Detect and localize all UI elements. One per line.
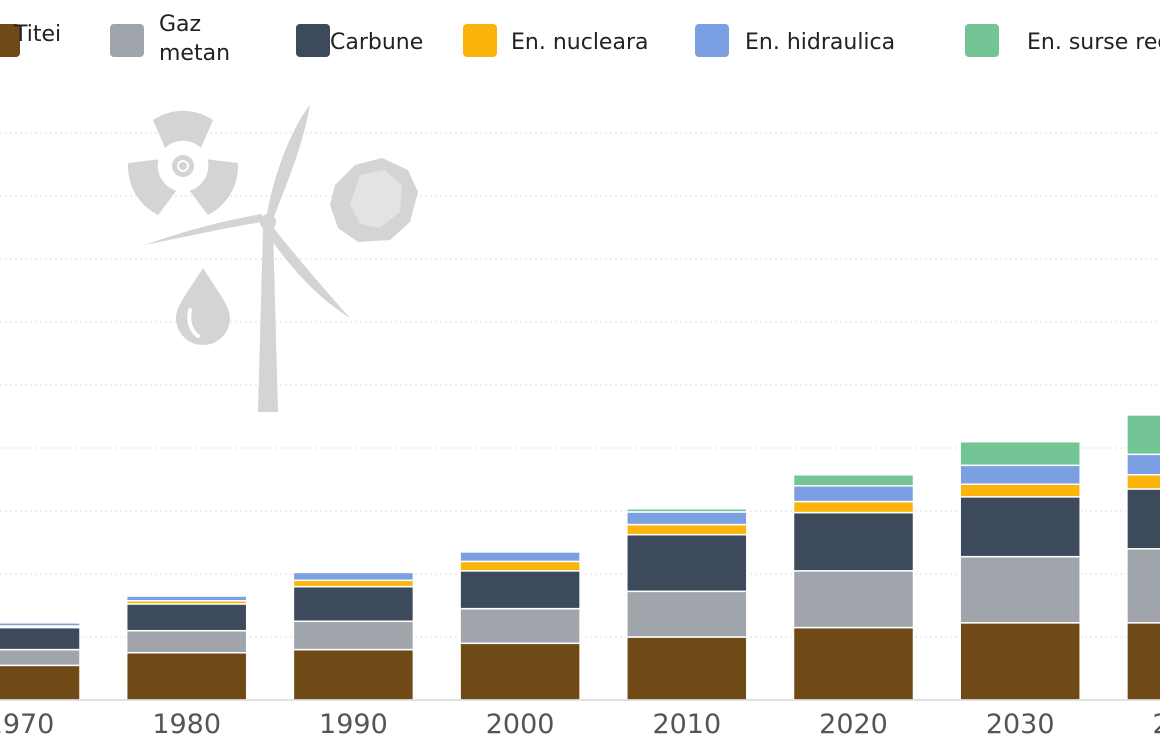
bar-segment-en-hidraulica-2000: [459, 551, 581, 563]
legend-item: En. hidraulica: [695, 24, 895, 57]
bar-segment-titei-1970: [0, 664, 81, 701]
legend-label: Titei: [13, 22, 61, 47]
bar-segment-en-hidraulica-1980: [125, 595, 248, 602]
x-tick-label: 1990: [319, 709, 388, 740]
legend-label: En. surse regenerabile: [1027, 30, 1160, 55]
bar-stack-1970: [0, 622, 81, 701]
legend-swatch: [110, 24, 144, 57]
x-tick-label: 2010: [652, 709, 721, 740]
x-tick-label: 2020: [819, 709, 888, 740]
bar-segment-en-surse-regenerabile-2010: [626, 508, 748, 513]
wind-turbine-icon: [145, 105, 350, 412]
legend-label: metan: [159, 41, 230, 66]
oil-drop-icon: [176, 268, 230, 345]
bar-segment-titei-2000: [459, 642, 581, 701]
x-tick-labels: 1970 1980 1990 2000 2010 2020 2030 2040: [0, 709, 1160, 740]
bar-segment-titei-2010: [626, 636, 748, 701]
bar-segment-carbune-2040: [1126, 488, 1160, 550]
legend-label: En. hidraulica: [745, 30, 895, 55]
bar-stacks: [0, 414, 1160, 701]
bar-segment-gaz-metan-2040: [1126, 548, 1160, 624]
legend-swatch: [463, 24, 497, 57]
bar-segment-carbune-1990: [292, 585, 415, 622]
bar-segment-gaz-metan-2020: [792, 570, 915, 629]
bar-segment-en-nucleara-2010: [626, 523, 748, 536]
bar-segment-titei-1990: [292, 648, 415, 701]
bar-stack-1980: [125, 595, 248, 701]
background-icons: [128, 105, 418, 412]
bar-segment-en-nucleara-1990: [292, 579, 415, 588]
bar-segment-en-hidraulica-2040: [1126, 453, 1160, 476]
bar-segment-en-hidraulica-2030: [959, 464, 1081, 485]
bar-segment-en-hidraulica-2020: [792, 485, 915, 503]
bar-segment-carbune-2010: [626, 533, 748, 593]
legend-swatch: [296, 24, 330, 57]
bar-segment-gaz-metan-1980: [125, 629, 248, 654]
bar-stack-2030: [959, 440, 1081, 701]
bar-segment-carbune-1980: [125, 603, 248, 632]
bar-segment-gaz-metan-1970: [0, 648, 81, 667]
bar-stack-2000: [459, 551, 581, 701]
bar-segment-gaz-metan-2030: [959, 555, 1081, 624]
bar-segment-en-surse-regenerabile-2040: [1126, 414, 1160, 456]
legend-swatch: [965, 24, 999, 57]
legend-swatch: [0, 24, 20, 57]
bar-segment-en-hidraulica-2010: [626, 511, 748, 526]
radiation-icon: [128, 110, 238, 215]
legend: Titei Gaz metan Carbune En. nucleara En. hidr…: [0, 12, 1160, 66]
bar-segment-en-surse-regenerabile-2030: [959, 440, 1081, 467]
bar-segment-titei-2020: [792, 626, 915, 701]
bar-segment-en-hidraulica-1990: [292, 571, 415, 582]
x-tick-label: 1980: [152, 709, 221, 740]
bar-stack-2040: [1126, 414, 1160, 701]
bar-segment-en-nucleara-2040: [1126, 474, 1160, 490]
legend-item: En. nucleara: [463, 24, 648, 57]
bar-segment-carbune-1970: [0, 626, 81, 651]
bar-segment-gaz-metan-1990: [292, 620, 415, 651]
legend-label: En. nucleara: [511, 30, 648, 55]
bar-segment-titei-2040: [1126, 622, 1160, 701]
bar-segment-carbune-2020: [792, 511, 915, 572]
legend-label: Carbune: [330, 30, 423, 55]
bar-segment-en-nucleara-2020: [792, 500, 915, 514]
bar-segment-en-nucleara-2000: [459, 560, 581, 572]
bar-segment-gaz-metan-2000: [459, 607, 581, 645]
legend-item: En. surse regenerabile: [965, 24, 1160, 57]
bar-segment-en-surse-regenerabile-2020: [792, 474, 915, 487]
bar-segment-en-nucleara-2030: [959, 483, 1081, 498]
bar-segment-titei-1980: [125, 652, 248, 701]
legend-item: Gaz metan: [110, 12, 230, 66]
x-tick-label: 2040: [1153, 709, 1160, 740]
x-tick-label: 2000: [486, 709, 555, 740]
bar-segment-gaz-metan-2010: [626, 590, 748, 638]
legend-item: Carbune: [296, 24, 423, 57]
x-tick-label: 2030: [986, 709, 1055, 740]
bar-stack-1990: [292, 571, 415, 701]
x-tick-label: 1970: [0, 709, 54, 740]
bar-segment-carbune-2000: [459, 570, 581, 610]
legend-swatch: [695, 24, 729, 57]
bar-segment-carbune-2030: [959, 496, 1081, 558]
bar-segment-en-hidraulica-1970: [0, 622, 81, 627]
bar-stack-2010: [626, 508, 748, 701]
bar-stack-2020: [792, 474, 915, 701]
legend-label: Gaz: [159, 12, 201, 37]
legend-item: Titei: [0, 22, 61, 57]
bar-segment-titei-2030: [959, 622, 1081, 701]
coal-lump-icon: [330, 158, 418, 242]
